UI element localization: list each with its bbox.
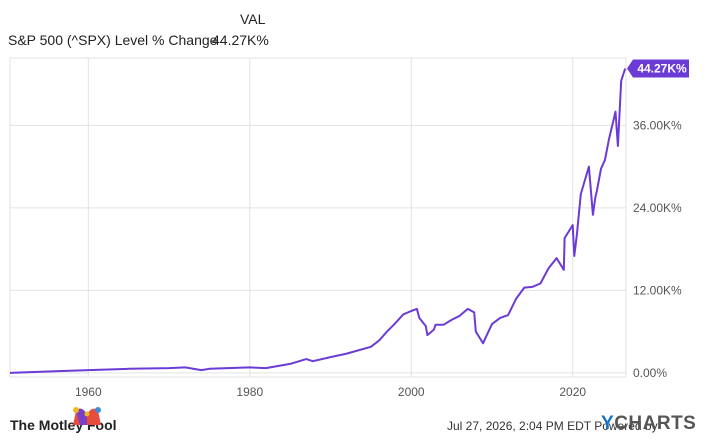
series-value: 44.27K% [212,32,269,48]
last-value-label: 44.27K% [637,62,687,76]
x-tick-label: 2000 [398,385,425,399]
y-tick-label: 0.00% [633,366,667,380]
x-axis-ticks: 1960 1980 2000 2020 [75,385,586,399]
timestamp: Jul 27, 2026, 2:04 PM EDT Powered by [447,419,658,433]
series-layer [9,68,627,374]
ycharts-wordmark: CHARTS [614,413,697,434]
x-tick-label: 2020 [559,385,586,399]
jester-cap-icon [73,407,101,425]
grid-layer [9,57,627,378]
series-label: S&P 500 (^SPX) Level % Change [8,32,218,48]
line-chart: 1960 1980 2000 2020 0.00% 12.00K% 24.00K% 36.0… [9,57,689,399]
last-value-badge-shape [627,59,689,78]
y-tick-label: 12.00K% [633,283,682,297]
footer: The Motley Fool Jul 27, 2026, 2:04 PM ED… [0,405,720,441]
ycharts-logo-icon: Y [601,413,615,434]
y-tick-label: 36.00K% [633,118,682,132]
series-line [9,68,627,374]
legend-header: VAL [240,11,266,27]
x-tick-label: 1960 [75,385,102,399]
ycharts-logo: YCHARTS [601,413,696,435]
y-axis-ticks: 0.00% 12.00K% 24.00K% 36.00K% [633,118,682,380]
x-tick-label: 1980 [236,385,263,399]
y-tick-label: 24.00K% [633,201,682,215]
plot-frame [9,57,627,378]
legend-row: S&P 500 (^SPX) Level % Change 44.27K% [8,32,269,48]
last-value-badge: 44.27K% [627,59,689,78]
